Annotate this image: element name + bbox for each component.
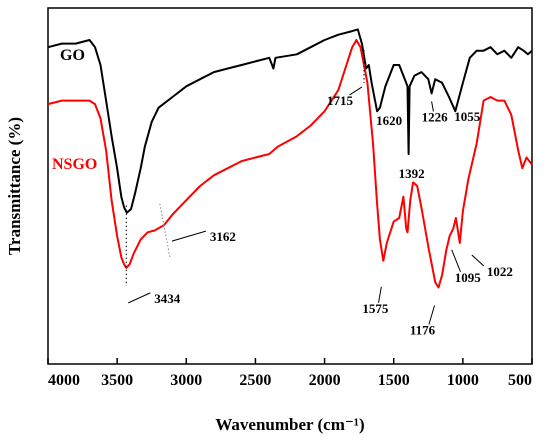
peak-label-1095: 1095 bbox=[455, 270, 482, 285]
annotation-arrow bbox=[349, 86, 363, 96]
peak-label-1022: 1022 bbox=[487, 264, 513, 279]
series-label-nsgo: NSGO bbox=[52, 156, 97, 173]
series-line-nsgo bbox=[47, 39, 533, 289]
y-axis-title: Transmittance (%) bbox=[5, 117, 24, 255]
x-tick-label: 2000 bbox=[309, 372, 341, 389]
annotation-arrow bbox=[471, 254, 485, 267]
peak-label-3434: 3434 bbox=[154, 291, 181, 306]
peak-label-1620: 1620 bbox=[376, 113, 402, 128]
x-tick-label: 3000 bbox=[170, 372, 202, 389]
x-tick-label: 3500 bbox=[101, 372, 133, 389]
x-tick-label: 500 bbox=[508, 372, 532, 389]
x-axis-ticks: 4000 3500 3000 2500 2000 1500 1000 500 bbox=[47, 358, 533, 389]
peak-label-1715: 1715 bbox=[327, 93, 354, 108]
annotation-arrow bbox=[128, 292, 151, 304]
series-layer bbox=[47, 28, 533, 289]
x-tick-label: 1500 bbox=[378, 372, 410, 389]
x-tick-label: 2500 bbox=[239, 372, 271, 389]
plot-frame bbox=[47, 7, 533, 365]
annotation-arrow bbox=[171, 230, 207, 242]
annotation-arrow bbox=[431, 101, 434, 112]
annotation-arrow bbox=[378, 286, 382, 303]
series-label-go: GO bbox=[60, 47, 85, 64]
peak-guide-line bbox=[159, 203, 171, 258]
peak-annotations: 1620 1392 1226 1055 3162 3434 1715 1575 1176 1095… bbox=[128, 86, 513, 337]
peak-label-1392: 1392 bbox=[399, 166, 425, 181]
peak-label-1575: 1575 bbox=[362, 301, 389, 316]
peak-label-1226: 1226 bbox=[422, 109, 449, 124]
x-tick-label: 4000 bbox=[48, 372, 80, 389]
annotation-arrow bbox=[428, 305, 435, 325]
peak-label-3162: 3162 bbox=[210, 229, 236, 244]
x-axis-title: Wavenumber (cm⁻¹) bbox=[215, 415, 364, 434]
annotation-arrow bbox=[451, 249, 461, 273]
peak-label-1176: 1176 bbox=[410, 322, 436, 337]
series-line-go bbox=[47, 28, 533, 214]
peak-label-1055: 1055 bbox=[454, 109, 481, 124]
x-tick-label: 1000 bbox=[447, 372, 479, 389]
peak-guides bbox=[125, 50, 365, 286]
